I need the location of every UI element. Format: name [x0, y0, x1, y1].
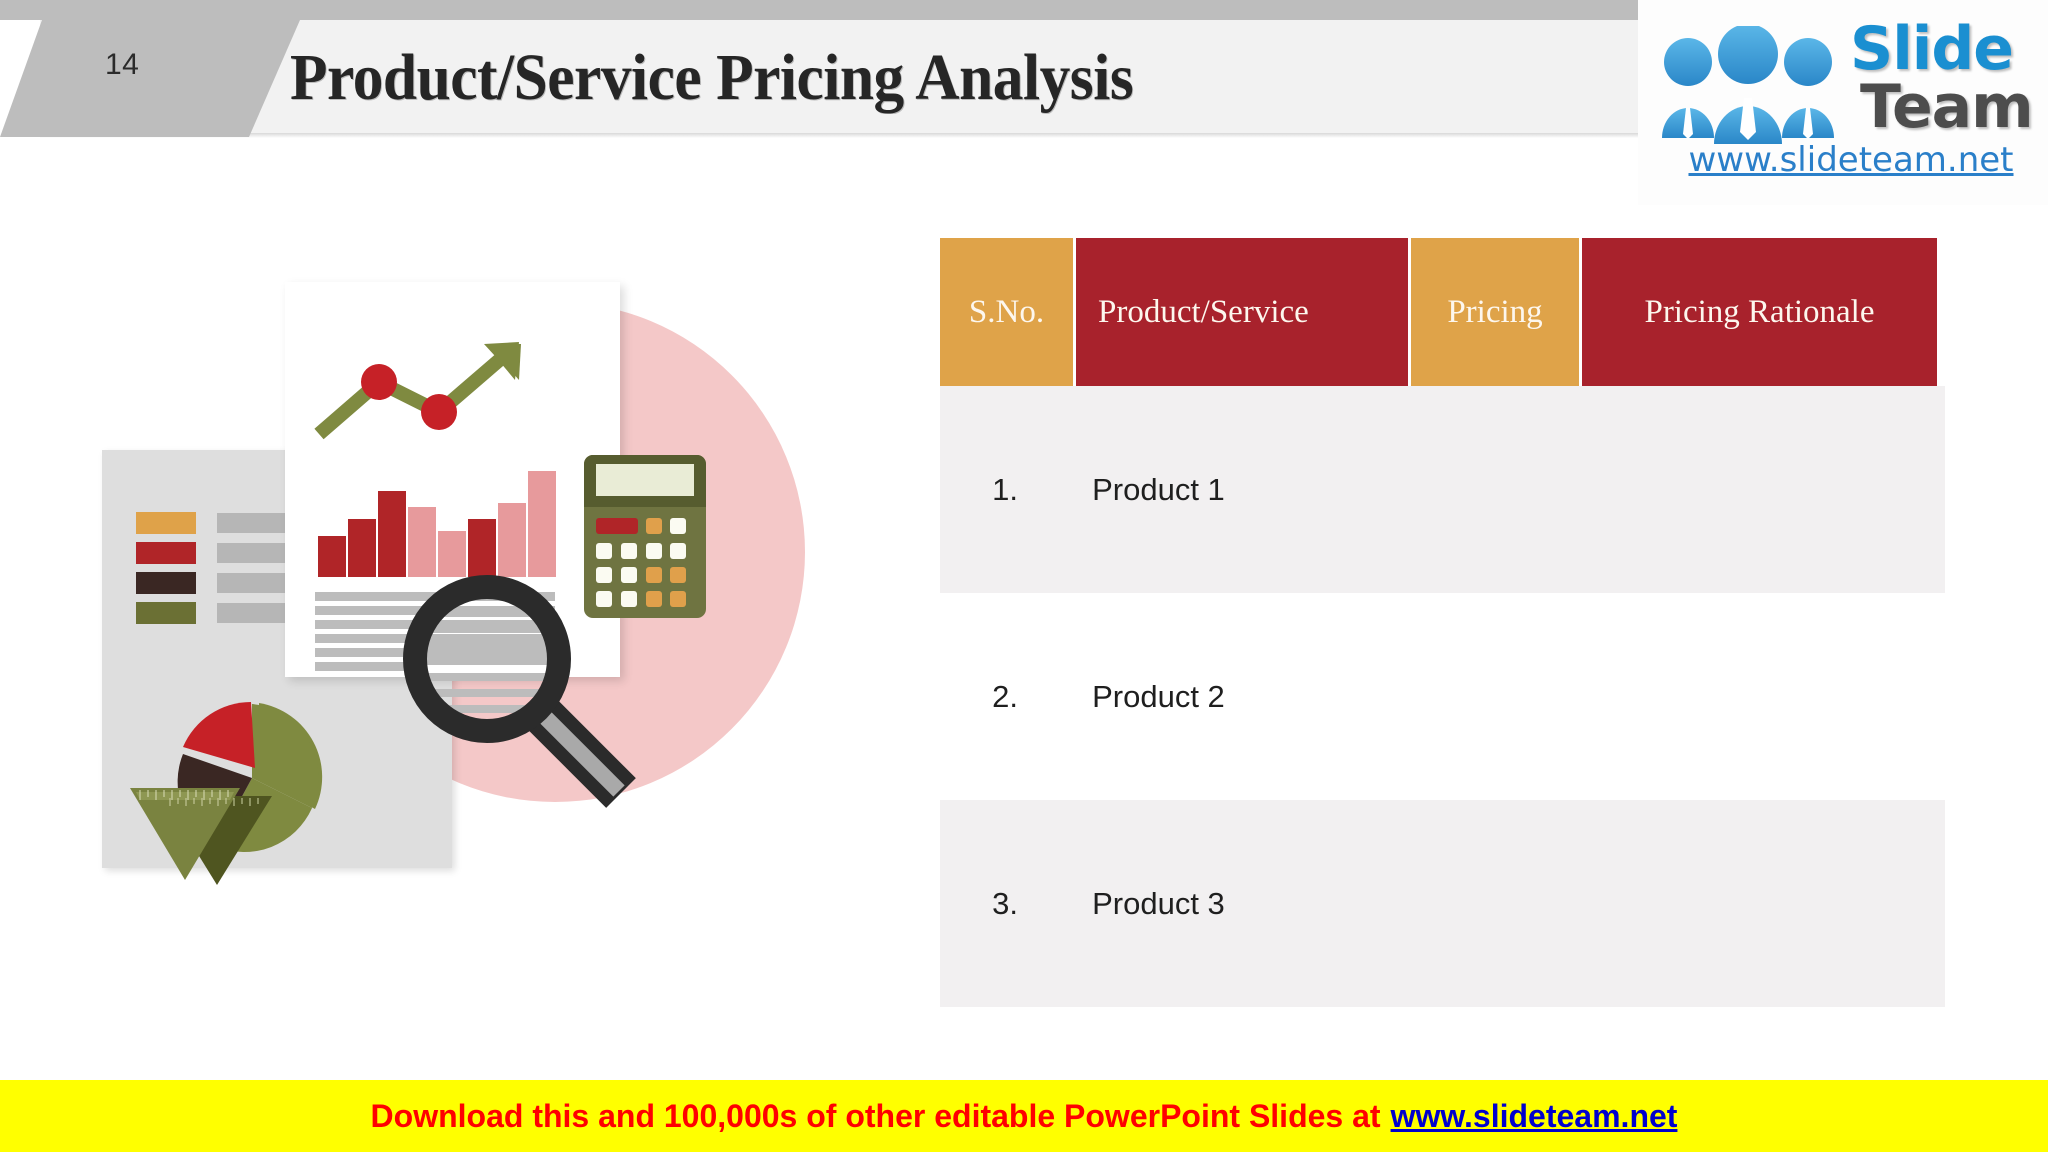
table-header-sno: S.No.	[940, 238, 1073, 386]
title-band-shadow	[40, 133, 1950, 138]
calculator-key	[621, 567, 637, 583]
cell-sno: 2.	[992, 678, 1018, 714]
cell-product: Product 3	[1092, 885, 1225, 921]
text-line	[315, 634, 555, 643]
legend-swatch-olive	[136, 602, 196, 624]
triangle-ruler-icon	[130, 788, 272, 885]
pricing-table: S.No. Product/Service Pricing Pricing Ra…	[940, 238, 1945, 1007]
logo-url[interactable]: www.slideteam.net	[1688, 140, 2014, 180]
cell-sno: 3.	[992, 885, 1018, 921]
three-people-icon	[1662, 26, 1834, 144]
page-number: 14	[105, 48, 140, 81]
footer-link[interactable]: www.slideteam.net	[1390, 1097, 1678, 1134]
calculator-key	[646, 567, 662, 583]
calculator-key	[596, 543, 612, 559]
logo-text-slide: Slide	[1850, 14, 2014, 84]
calculator-display	[596, 464, 694, 496]
calculator-key	[621, 591, 637, 607]
footer-text: Download this and 100,000s of other edit…	[370, 1097, 1381, 1134]
bar-7	[498, 502, 526, 577]
pricing-analysis-illustration	[60, 250, 940, 970]
magnifier-icon	[403, 575, 636, 808]
bar-3	[378, 490, 406, 577]
text-line	[315, 648, 555, 657]
bar-2	[348, 519, 376, 577]
bar-5	[438, 531, 466, 577]
bar-6	[468, 519, 496, 577]
calculator-key	[646, 591, 662, 607]
calculator-key	[670, 518, 686, 534]
promo-footer: Download this and 100,000s of other edit…	[0, 1080, 2048, 1152]
calculator-key	[646, 518, 662, 534]
page-title: Product/Service Pricing Analysis	[290, 41, 1134, 114]
cell-product: Product 2	[1092, 678, 1225, 714]
legend-swatch-brown	[136, 572, 196, 594]
table-header-pricing: Pricing	[1411, 238, 1579, 386]
top-gray-strip	[0, 0, 2048, 20]
bar-4	[408, 507, 436, 577]
calculator-key	[621, 543, 637, 559]
table-row[interactable]: 1. Product 1	[940, 386, 1945, 593]
table-header-rationale: Pricing Rationale	[1582, 238, 1937, 386]
calculator-key	[646, 543, 662, 559]
calculator-key	[670, 591, 686, 607]
bar-1	[318, 536, 346, 577]
slideteam-logo[interactable]: Slide Team www.slideteam.net	[1638, 0, 2048, 205]
table-header-row: S.No. Product/Service Pricing Pricing Ra…	[940, 238, 1945, 386]
calculator-key	[596, 591, 612, 607]
calculator-icon	[584, 455, 706, 618]
table-row[interactable]: 3. Product 3	[940, 800, 1945, 1007]
text-line	[315, 662, 405, 671]
legend-swatch-orange	[136, 512, 196, 534]
calculator-key	[596, 518, 638, 534]
legend-swatch-red	[136, 542, 196, 564]
table-row[interactable]: 2. Product 2	[940, 593, 1945, 800]
bar-8	[528, 471, 556, 577]
table-header-product: Product/Service	[1076, 238, 1408, 386]
page-number-shape	[0, 20, 300, 137]
logo-text-team: Team	[1860, 72, 2034, 142]
cell-sno: 1.	[992, 471, 1018, 507]
calculator-key	[670, 543, 686, 559]
calculator-key	[670, 567, 686, 583]
data-point	[361, 364, 397, 400]
bar-chart	[318, 457, 598, 577]
data-point	[421, 394, 457, 430]
trend-arrow-icon	[314, 342, 521, 440]
title-band	[40, 20, 1950, 137]
calculator-key	[596, 567, 612, 583]
cell-product: Product 1	[1092, 471, 1225, 507]
